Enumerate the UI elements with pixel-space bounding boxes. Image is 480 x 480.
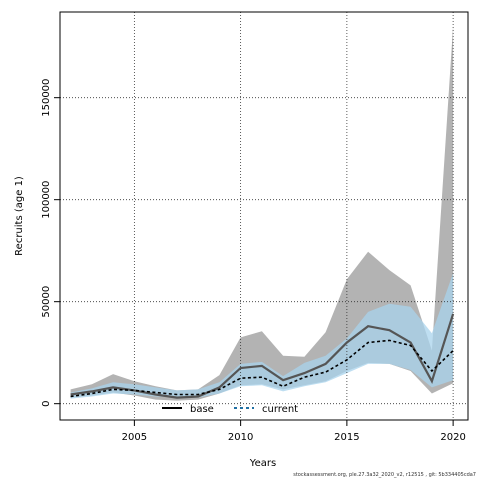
- x-tick-label: 2020: [440, 432, 465, 443]
- legend-base-label: base: [190, 404, 214, 415]
- y-tick-label: 0: [41, 400, 52, 406]
- x-tick-label: 2005: [122, 432, 147, 443]
- footer-credit: stockassessment.org, ple.27.3a32_2020_v2…: [293, 472, 476, 478]
- series-line-base: [70, 313, 455, 399]
- grid-lines: [60, 12, 468, 420]
- y-tick-label: 150000: [41, 79, 52, 117]
- y-axis-label: Recruits (age 1): [14, 176, 25, 256]
- plot-frame: [59, 11, 469, 421]
- x-tick-label: 2010: [228, 432, 253, 443]
- x-tick-label: 2015: [334, 432, 359, 443]
- y-axis: 0 50000 100000 150000: [41, 79, 60, 407]
- legend-current-label: current: [262, 404, 298, 415]
- uncertainty-bands: [70, 26, 454, 401]
- legend: base current: [162, 404, 298, 415]
- y-tick-label: 100000: [41, 181, 52, 219]
- x-axis-label: Years: [249, 458, 276, 469]
- band-current: [70, 273, 454, 399]
- series-lines: [70, 313, 455, 399]
- band-base: [70, 26, 454, 401]
- x-axis: 2005 2010 2015 2020: [122, 420, 466, 443]
- series-line-current: [70, 339, 454, 398]
- y-tick-label: 50000: [41, 286, 52, 318]
